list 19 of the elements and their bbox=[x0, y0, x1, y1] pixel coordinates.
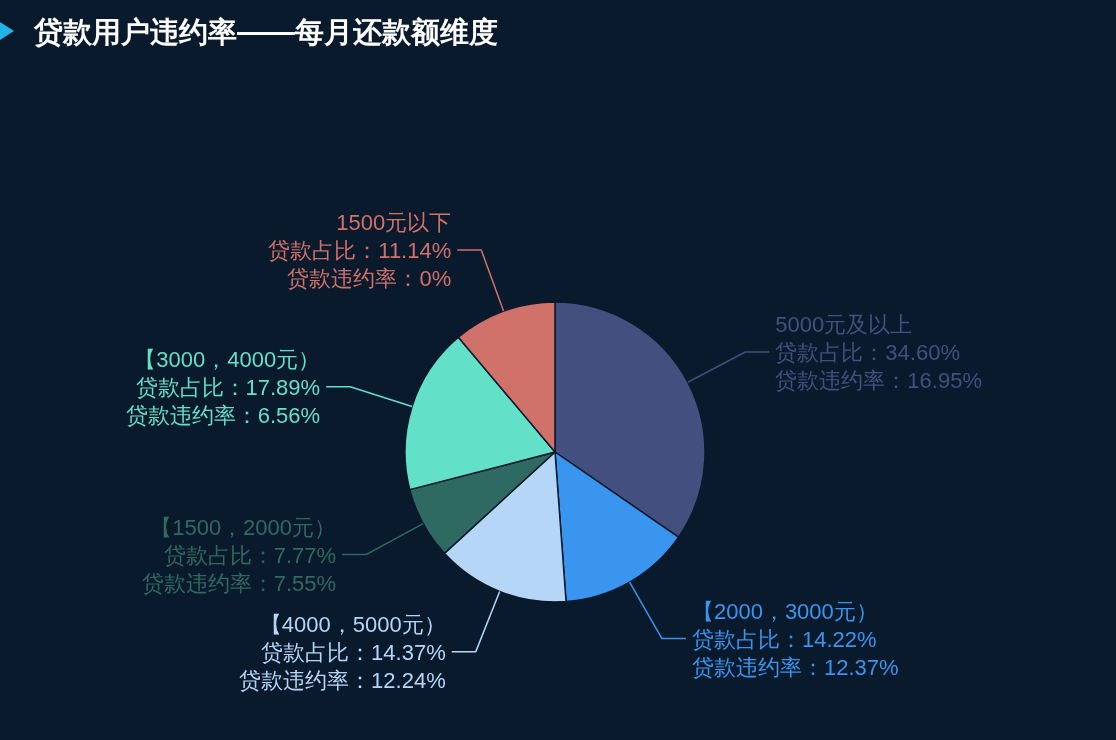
data-label: 贷款占比：14.37% bbox=[261, 639, 446, 665]
text: 贷款违约率：12.24% bbox=[239, 667, 446, 693]
slice-label: 【3000，4000元） bbox=[134, 346, 321, 372]
text: 贷款违约率：12.37% bbox=[691, 654, 899, 680]
text: 贷款违约率：0% bbox=[287, 266, 452, 292]
data-label: 贷款占比：7.77% bbox=[163, 542, 337, 568]
slice-label: 5000元及以上 bbox=[775, 312, 913, 338]
slice-label: 【4000，5000元） bbox=[259, 611, 446, 637]
data-label: 贷款占比：34.60% bbox=[775, 340, 960, 366]
chart-title: 贷款用户违约率——每月还款额维度 bbox=[33, 16, 498, 48]
slice-label: 【1500，2000元） bbox=[150, 514, 337, 540]
slice-label: 【2000，3000元） bbox=[691, 598, 878, 624]
text: 贷款违约率：7.55% bbox=[141, 570, 337, 596]
data-label: 贷款占比：17.89% bbox=[135, 374, 321, 400]
text: 贷款违约率：6.56% bbox=[125, 402, 321, 428]
slice-label: 1500元以下 bbox=[336, 210, 452, 236]
text: 贷款违约率：16.95% bbox=[775, 368, 982, 394]
data-label: 贷款占比：14.22% bbox=[691, 626, 877, 652]
data-label: 贷款占比：11.14% bbox=[268, 238, 452, 264]
